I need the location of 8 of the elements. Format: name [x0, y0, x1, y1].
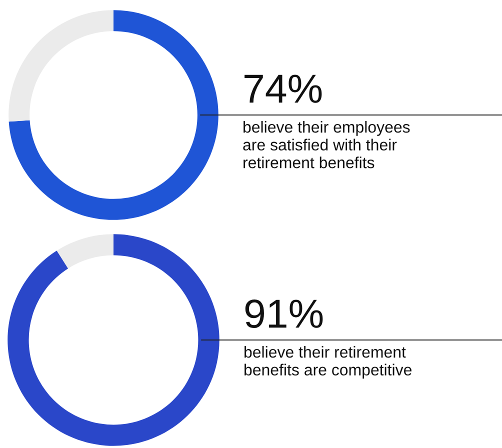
data-label: 74%: [244, 74, 322, 103]
donut-slice: [8, 10, 218, 220]
data-label: 91%: [245, 300, 323, 328]
donut-slice: [56, 234, 114, 268]
text: believe their retirement benefits are competitive: [244, 346, 412, 379]
donut-slice: [8, 10, 114, 122]
text: believe their employees are satisfied with their retirement benefits: [243, 121, 410, 168]
donut-slice: [8, 234, 220, 446]
